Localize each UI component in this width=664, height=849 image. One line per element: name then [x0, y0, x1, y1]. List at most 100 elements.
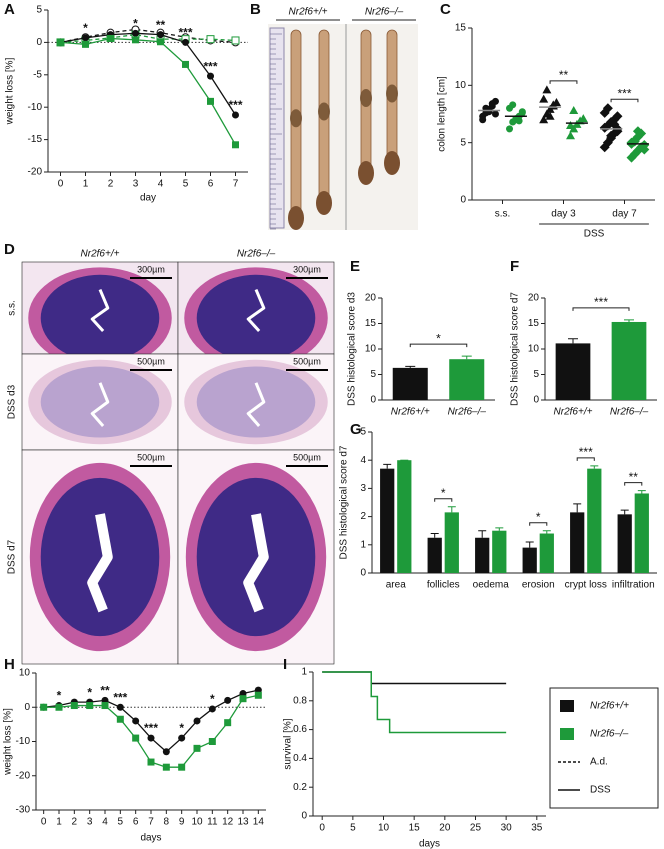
marker — [224, 719, 232, 727]
x-tick-label: 4 — [158, 179, 164, 190]
row-label: DSS d3 — [7, 384, 18, 419]
bar — [611, 321, 647, 400]
x-tick-label: Nr2f6+/+ — [554, 407, 593, 418]
scale-bar-label: 500µm — [137, 452, 165, 462]
marker — [116, 703, 124, 711]
marker — [612, 111, 623, 122]
y-tick-label: 0 — [370, 395, 376, 406]
marker — [182, 60, 189, 68]
error-bar — [405, 365, 416, 368]
marker — [566, 120, 576, 129]
marker — [602, 103, 613, 114]
x-tick-label: 20 — [439, 823, 451, 834]
marker — [548, 100, 558, 109]
caecum — [316, 191, 332, 215]
y-tick-label: 0 — [36, 37, 42, 48]
marker — [632, 126, 643, 137]
tissue-mucosa — [40, 274, 160, 362]
x-tick-label: 2 — [72, 817, 78, 828]
marker — [232, 111, 239, 119]
y-tick-label: 0.8 — [293, 695, 307, 706]
y-tick-label: 0 — [360, 568, 366, 579]
x-tick-label: infiltration — [612, 580, 655, 591]
marker — [116, 715, 124, 723]
panel-letter: D — [4, 241, 15, 258]
scale-bar-label: 500µm — [293, 356, 321, 366]
bar — [539, 533, 554, 573]
series-line — [60, 37, 237, 146]
y-tick-label: 5 — [360, 427, 366, 438]
x-tick-label: 7 — [148, 817, 154, 828]
bar — [392, 367, 428, 400]
marker — [82, 34, 89, 42]
x-tick-label: 10 — [378, 823, 390, 834]
panel-letter: H — [4, 656, 15, 673]
marker — [254, 691, 262, 699]
marker — [239, 695, 247, 703]
tissue-mucosa — [40, 366, 160, 438]
y-tick-label: 3 — [360, 483, 366, 494]
error-bar — [590, 465, 599, 469]
colon-content — [386, 84, 398, 103]
error-bar — [624, 319, 634, 322]
marker — [232, 141, 239, 149]
error-bar — [495, 527, 504, 531]
x-tick-label: 12 — [222, 817, 234, 828]
panel-letter: F — [510, 258, 519, 275]
caecum — [358, 161, 374, 185]
marker — [231, 36, 240, 45]
marker — [82, 40, 89, 48]
colon — [290, 29, 302, 227]
x-axis-label: days — [140, 833, 161, 844]
y-tick-label: -30 — [16, 805, 31, 816]
caecum — [384, 151, 400, 175]
y-axis-label: weight loss [%] — [5, 57, 16, 125]
error-bar — [620, 509, 629, 515]
y-axis-label: DSS histological score d7 — [510, 292, 521, 406]
x-tick-label: 1 — [56, 817, 62, 828]
y-axis-label: DSS histological score d3 — [347, 292, 358, 406]
panel-letter: I — [283, 656, 287, 673]
x-tick-label: 35 — [531, 823, 543, 834]
marker — [40, 703, 48, 711]
marker — [55, 703, 63, 711]
marker — [193, 744, 201, 752]
x-tick-label: 3 — [87, 817, 93, 828]
x-tick-label: 2 — [108, 179, 114, 190]
significance-bracket — [572, 307, 630, 311]
lumen — [87, 513, 113, 613]
error-bar — [383, 463, 392, 469]
panel-letter: A — [4, 1, 15, 18]
y-tick-label: 0.4 — [293, 753, 307, 764]
x-tick-label: 5 — [118, 817, 124, 828]
marker — [107, 35, 114, 43]
marker — [147, 734, 155, 742]
bar — [570, 512, 585, 573]
marker — [206, 35, 215, 44]
x-tick-label: 5 — [183, 179, 189, 190]
marker — [162, 748, 170, 756]
panel-letter: E — [350, 258, 360, 275]
x-tick-label: crypt loss — [565, 580, 607, 591]
significance-bracket — [624, 482, 643, 486]
marker — [539, 94, 549, 103]
row-label: DSS d7 — [7, 539, 18, 574]
survival-line — [322, 671, 507, 734]
y-axis-label: DSS histological score d7 — [339, 445, 350, 559]
marker — [207, 72, 214, 80]
significance-label: * — [87, 685, 92, 699]
panel-letter: B — [250, 1, 261, 18]
group-label: DSS — [584, 229, 605, 240]
y-tick-label: 5 — [533, 369, 539, 380]
x-tick-label: 0 — [41, 817, 47, 828]
marker — [609, 119, 620, 130]
marker — [606, 130, 617, 141]
lumen — [90, 289, 110, 333]
marker — [207, 97, 214, 105]
error-bar — [525, 541, 534, 548]
marker — [491, 110, 499, 118]
y-tick-label: 0.6 — [293, 724, 307, 735]
marker — [182, 38, 189, 46]
colon-content — [360, 88, 372, 107]
